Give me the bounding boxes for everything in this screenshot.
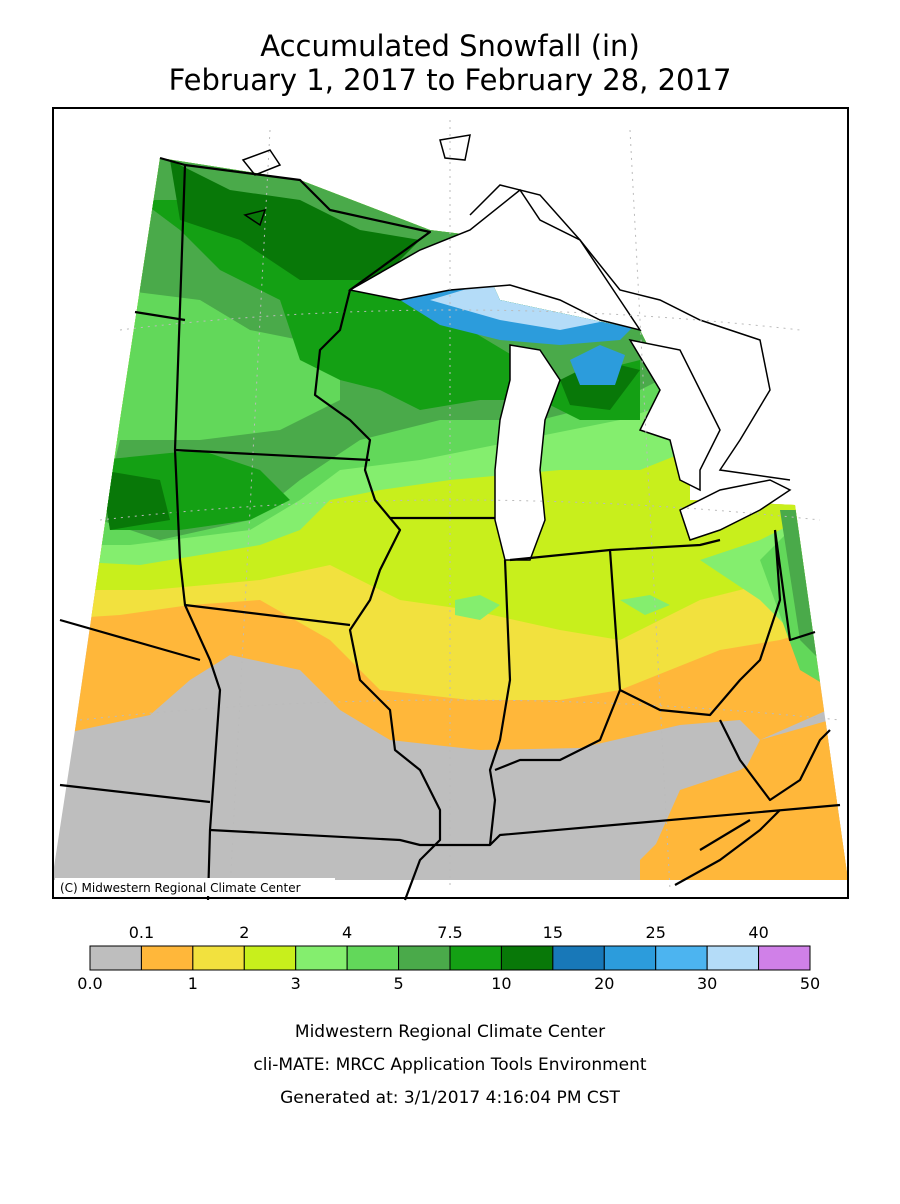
credit: (C) Midwestern Regional Climate Center [60,881,301,895]
state-line [184,163,442,901]
lake-superior [347,188,642,332]
legend-label: 40 [748,923,768,942]
legend-label: 7.5 [437,923,462,942]
title: Accumulated Snowfall (in) [260,29,640,63]
legend-swatch [192,945,245,971]
map-frame [52,107,849,899]
legend-swatch [758,945,811,971]
legend-swatch [603,945,657,971]
field-darkgreen [100,200,640,530]
lake-erie [679,479,792,541]
map: (C) Midwestern Regional Climate Center [52,107,849,901]
legend-swatch [140,945,194,971]
legend-swatch [552,945,605,971]
legend-swatch [398,945,451,971]
legend-swatch [449,945,502,971]
lake-michigan [494,344,561,561]
legend-swatch [243,945,297,971]
legend-label: 25 [646,923,666,942]
legend-label: 0.1 [129,923,154,942]
legend-label: 20 [594,974,614,993]
legend-label: 3 [291,974,301,993]
footer-line: cli-MATE: MRCC Application Tools Environ… [253,1055,646,1075]
footer-line: Generated at: 3/1/2017 4:16:04 PM CST [280,1088,620,1108]
legend-label: 0.0 [77,974,102,993]
legend-label: 30 [697,974,717,993]
field-orange [640,720,848,880]
legend-label: 15 [543,923,563,942]
coastline [469,184,791,481]
footer-line: Midwestern Regional Climate Center [295,1022,605,1042]
footer: Midwestern Regional Climate Center cli-MA… [253,1022,646,1108]
legend-label: 2 [239,923,249,942]
legend-swatch [500,945,554,971]
legend-label: 5 [393,974,403,993]
legend-swatch [706,945,760,971]
legend-label: 10 [491,974,511,993]
field-patch [455,595,670,620]
state-line [59,310,841,847]
legend-label: 4 [342,923,352,942]
legend-swatch [295,945,348,971]
state-line [390,516,831,846]
legend-swatch [346,945,400,971]
field-deepgreen [100,160,640,530]
legend-label: 50 [800,974,820,993]
subtitle: February 1, 2017 to February 28, 2017 [169,63,732,97]
lake-huron [628,338,721,492]
legend-swatch [89,945,142,971]
legend-label: 1 [188,974,198,993]
island [241,134,471,227]
legend: 0.0 0.1 1 2 3 4 5 7.5 10 15 20 25 30 40 50 [77,923,820,993]
state-line [674,809,781,886]
legend-swatch [655,945,708,971]
credit-box [55,878,335,896]
